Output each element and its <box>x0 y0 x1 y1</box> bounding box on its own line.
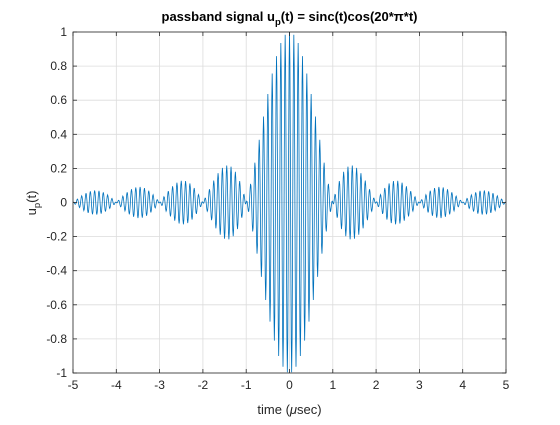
x-tick-label: 4 <box>459 378 466 392</box>
y-tick-label: -0.2 <box>46 230 67 244</box>
x-label-mu: μ <box>289 402 297 417</box>
x-tick-labels: -5 -4 -3 -2 -1 0 1 2 3 4 5 <box>68 378 510 392</box>
y-tick-labels: -1 -0.8 -0.6 -0.4 -0.2 0 0.2 0.4 0.6 0.8 1 <box>46 25 67 380</box>
y-tick-label: -1 <box>56 366 67 380</box>
title-main: passband signal u <box>162 9 275 24</box>
y-tick-label: 0.6 <box>50 93 67 107</box>
y-tick-label: -0.8 <box>46 332 67 346</box>
y-tick-label: 0.2 <box>50 161 67 175</box>
y-label-u: u <box>24 208 39 215</box>
x-tick-label: 3 <box>416 378 423 392</box>
x-tick-label: 5 <box>503 378 510 392</box>
y-tick-label: 1 <box>60 25 67 39</box>
y-tick-label: -0.4 <box>46 264 67 278</box>
y-tick-label: 0.8 <box>50 59 67 73</box>
y-axis-label: up(t) <box>24 191 43 216</box>
y-tick-label: -0.6 <box>46 298 67 312</box>
y-label-subscript: p <box>32 203 43 208</box>
chart-title: passband signal up(t) = sinc(t)cos(20*π*… <box>162 9 418 28</box>
x-tick-label: -4 <box>111 378 122 392</box>
x-tick-label: 2 <box>373 378 380 392</box>
x-tick-label: -1 <box>241 378 252 392</box>
y-label-rest: (t) <box>24 191 39 203</box>
x-tick-label: -2 <box>198 378 209 392</box>
title-subscript: p <box>275 17 281 28</box>
x-tick-label: 1 <box>329 378 336 392</box>
x-tick-label: -3 <box>154 378 165 392</box>
x-tick-label: 0 <box>286 378 293 392</box>
title-rest: (t) = sinc(t)cos(20*π*t) <box>281 9 418 24</box>
y-tick-label: 0.4 <box>50 127 67 141</box>
y-tick-label: 0 <box>60 196 67 210</box>
x-label-end: sec) <box>297 402 322 417</box>
x-axis-label: time (μsec) <box>257 402 321 417</box>
tick-marks <box>72 31 507 374</box>
x-tick-label: -5 <box>68 378 79 392</box>
x-label-start: time ( <box>257 402 290 417</box>
